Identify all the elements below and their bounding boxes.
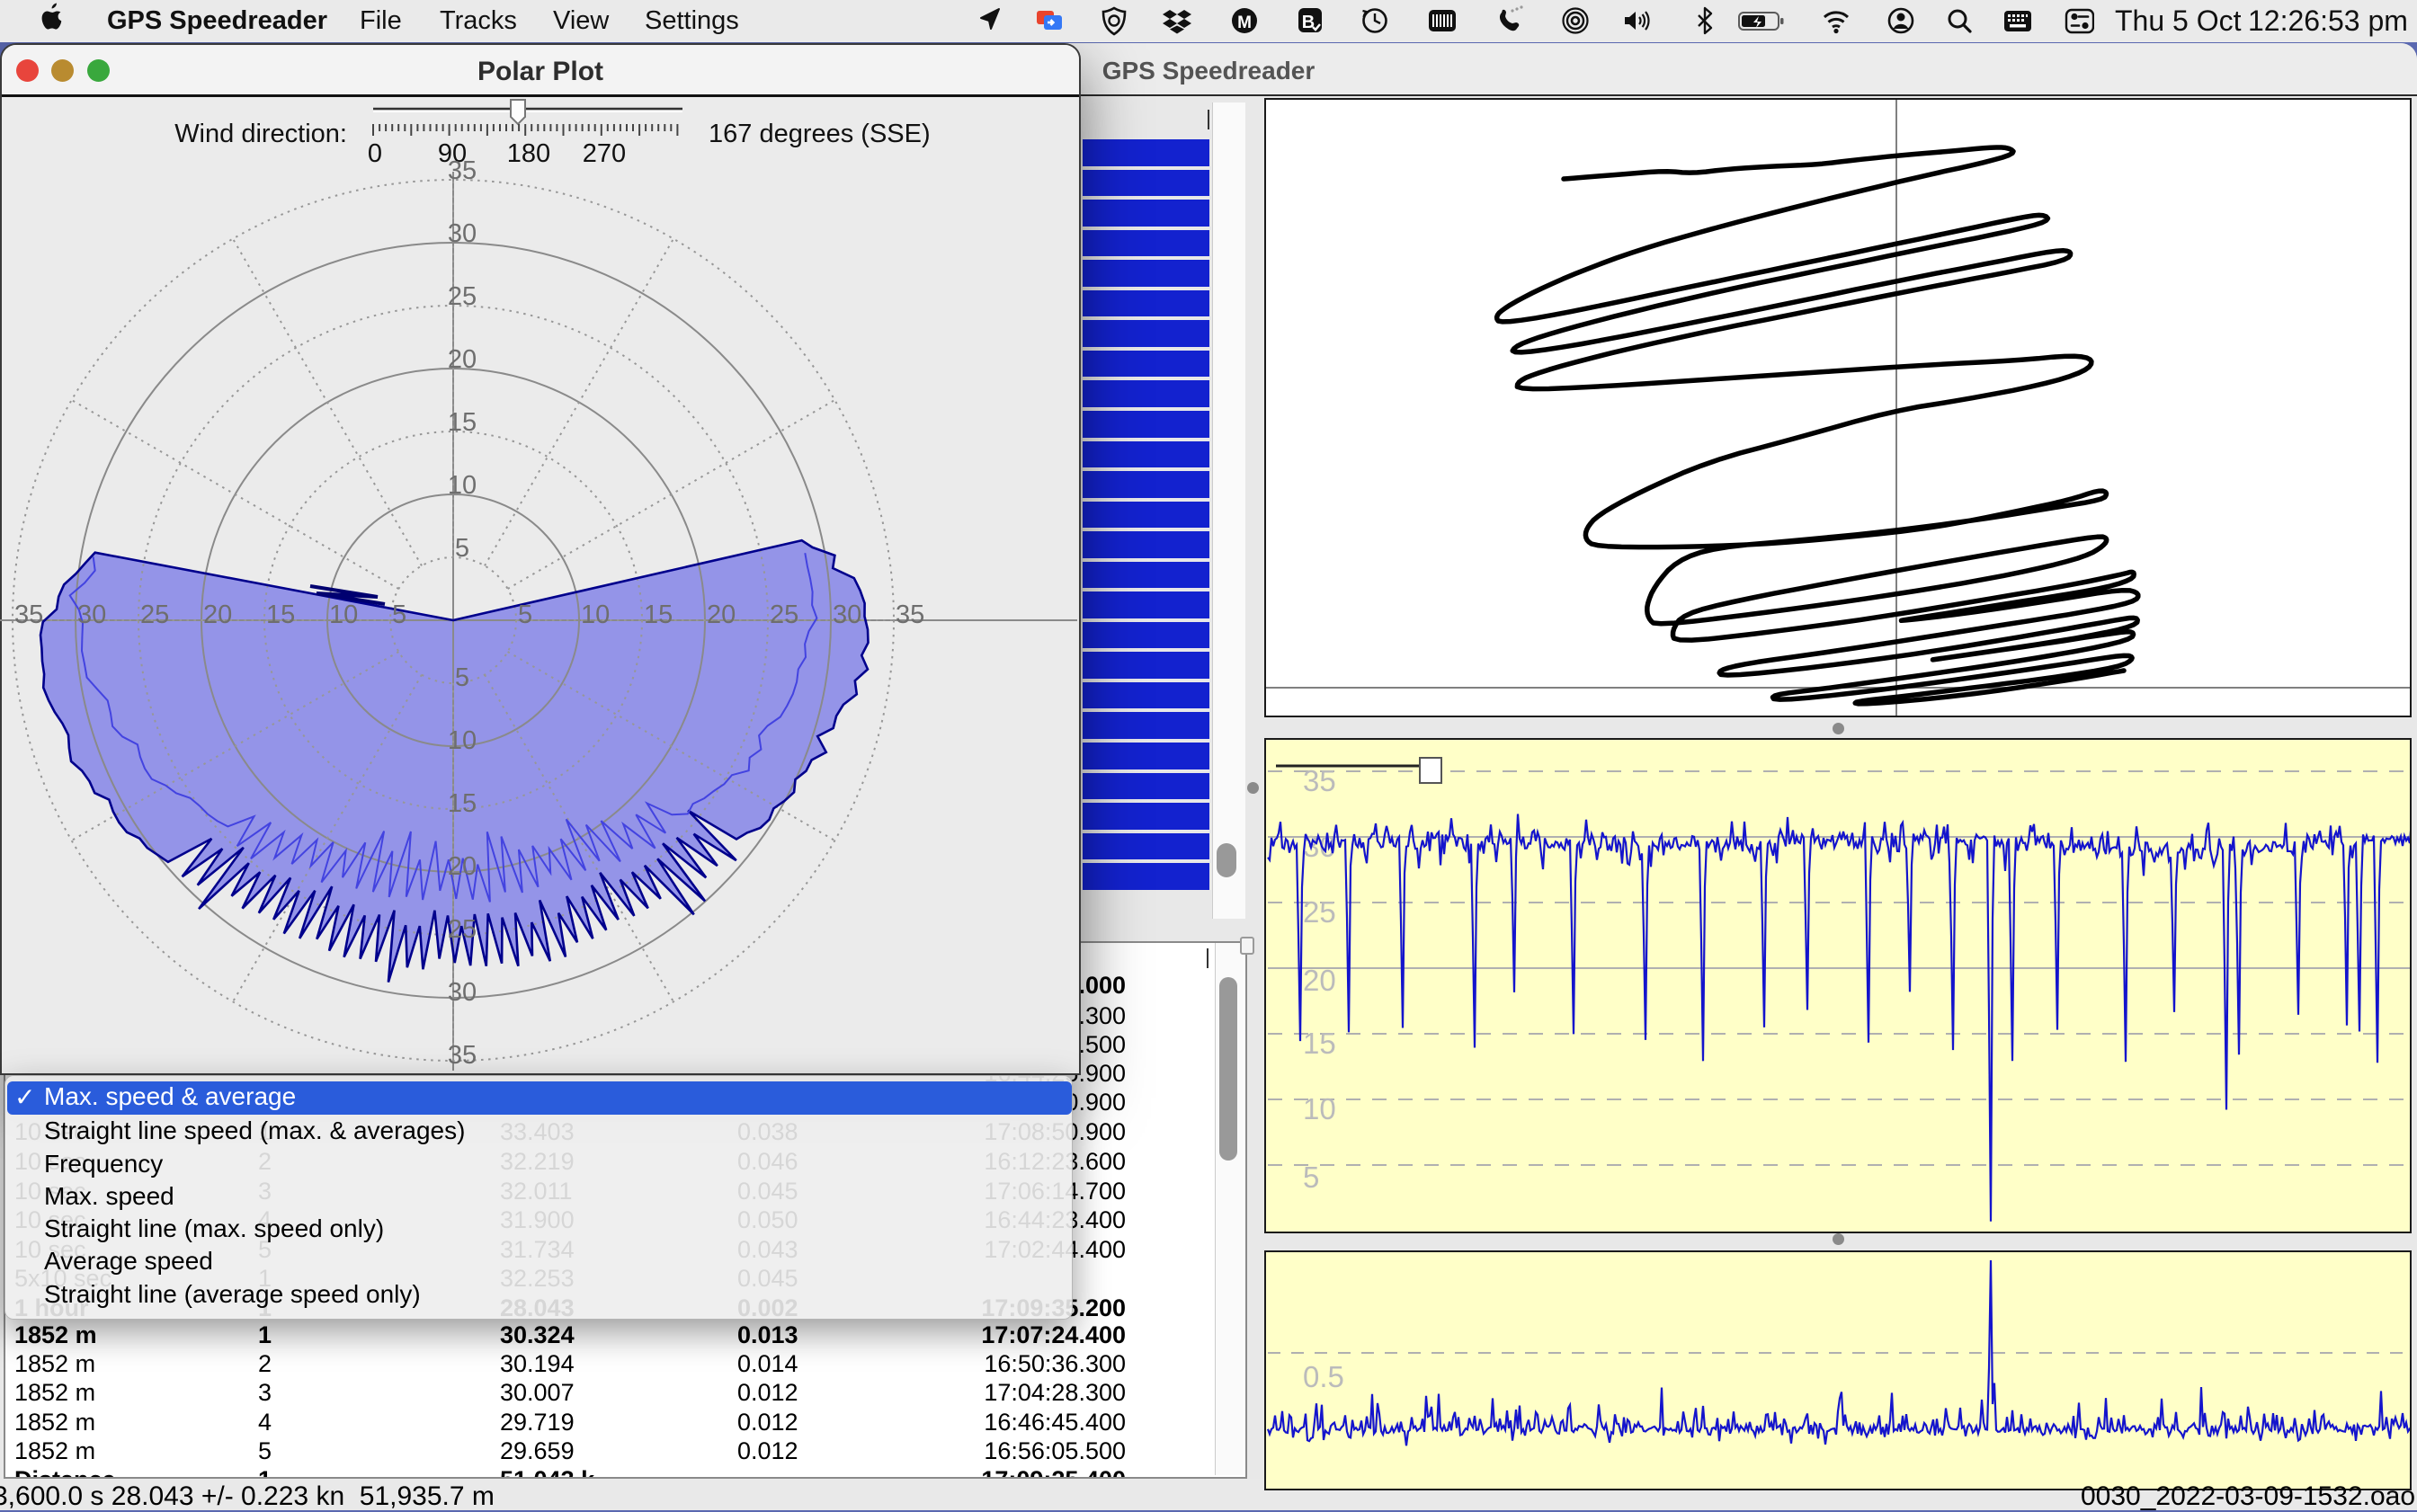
svg-text:0: 0	[368, 139, 382, 168]
svg-text:10: 10	[448, 471, 477, 500]
svg-text:30: 30	[448, 978, 477, 1007]
svg-text:B: B	[1302, 13, 1315, 32]
svg-text:25: 25	[448, 915, 477, 944]
svg-text:25: 25	[770, 600, 798, 629]
svg-text:15: 15	[266, 600, 295, 629]
svg-text:10: 10	[329, 600, 358, 629]
svg-text:35: 35	[1303, 764, 1336, 797]
svg-text:35: 35	[14, 600, 43, 629]
svg-text:35: 35	[896, 600, 924, 629]
svg-text:20: 20	[203, 600, 232, 629]
svg-text:167 degrees (SSE): 167 degrees (SSE)	[709, 120, 931, 148]
svg-text:35: 35	[448, 156, 477, 185]
svg-text:5: 5	[455, 663, 469, 692]
svg-text:20: 20	[707, 600, 736, 629]
svg-text:90: 90	[438, 139, 467, 168]
svg-text:180: 180	[507, 139, 550, 168]
svg-text:5: 5	[392, 600, 406, 629]
svg-text:M: M	[1237, 13, 1252, 32]
svg-text:10: 10	[448, 726, 477, 755]
svg-text:15: 15	[644, 600, 673, 629]
svg-text:20: 20	[448, 345, 477, 374]
svg-text:Wind direction:: Wind direction:	[174, 120, 347, 148]
svg-text:20: 20	[1303, 964, 1336, 997]
svg-text:15: 15	[448, 789, 477, 818]
svg-text:30: 30	[833, 600, 861, 629]
svg-text:270: 270	[583, 139, 626, 168]
svg-text:25: 25	[448, 282, 477, 311]
svg-text:5: 5	[455, 534, 469, 563]
svg-text:20: 20	[448, 852, 477, 881]
svg-text:0.5: 0.5	[1303, 1360, 1344, 1393]
svg-text:10: 10	[1303, 1092, 1336, 1125]
svg-text:30: 30	[448, 219, 477, 248]
svg-text:10: 10	[581, 600, 610, 629]
svg-text:35: 35	[448, 1041, 477, 1070]
svg-text:5: 5	[1303, 1161, 1319, 1194]
svg-text:5: 5	[518, 600, 532, 629]
svg-text:15: 15	[1303, 1027, 1336, 1060]
svg-text:25: 25	[1303, 895, 1336, 929]
svg-text:30: 30	[77, 600, 106, 629]
svg-text:25: 25	[140, 600, 169, 629]
svg-text:15: 15	[448, 408, 477, 437]
